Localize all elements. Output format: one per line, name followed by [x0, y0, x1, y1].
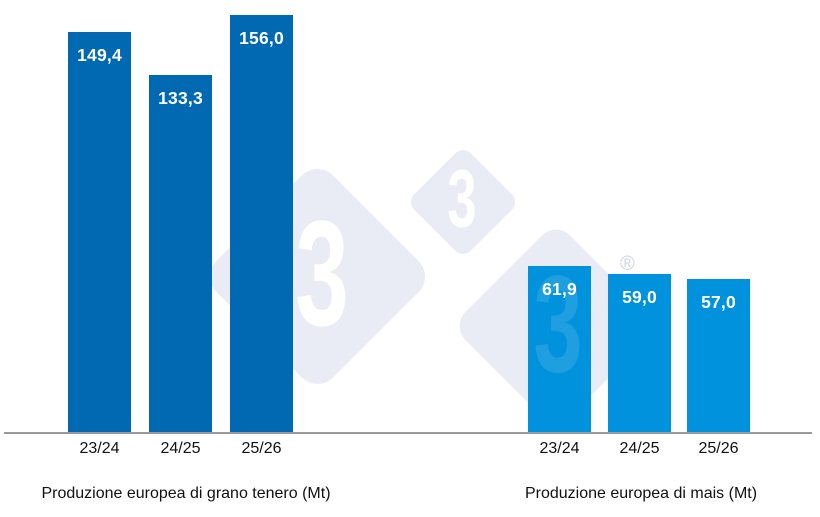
axis-title-mais: Produzione europea di mais (Mt) — [524, 485, 758, 502]
category-label: 25/26 — [698, 440, 739, 457]
bar-value-label: 156,0 — [239, 28, 284, 48]
bar-value-label: 59,0 — [622, 287, 657, 307]
bar-mais-24/25: 59,0 — [608, 274, 671, 432]
category-label: 24/25 — [619, 440, 660, 457]
bar-mais-23/24: 61,9 — [528, 266, 591, 432]
axis-title-grano-tenero: Produzione europea di grano tenero (Mt) — [41, 485, 331, 502]
bar-value-label: 61,9 — [542, 279, 577, 299]
bar-value-label: 57,0 — [701, 292, 736, 312]
category-label: 25/26 — [241, 440, 282, 457]
category-label: 23/24 — [79, 440, 120, 457]
bar-grano-tenero-24/25: 133,3 — [149, 75, 212, 432]
bar-grano-tenero-25/26: 156,0 — [230, 15, 293, 432]
bar-value-label: 149,4 — [77, 45, 122, 65]
category-label: 23/24 — [539, 440, 580, 457]
bar-grano-tenero-23/24: 149,4 — [68, 32, 131, 432]
bar-mais-25/26: 57,0 — [687, 279, 750, 432]
category-label: 24/25 — [160, 440, 201, 457]
x-axis-line — [4, 432, 812, 434]
bar-value-label: 133,3 — [158, 88, 203, 108]
